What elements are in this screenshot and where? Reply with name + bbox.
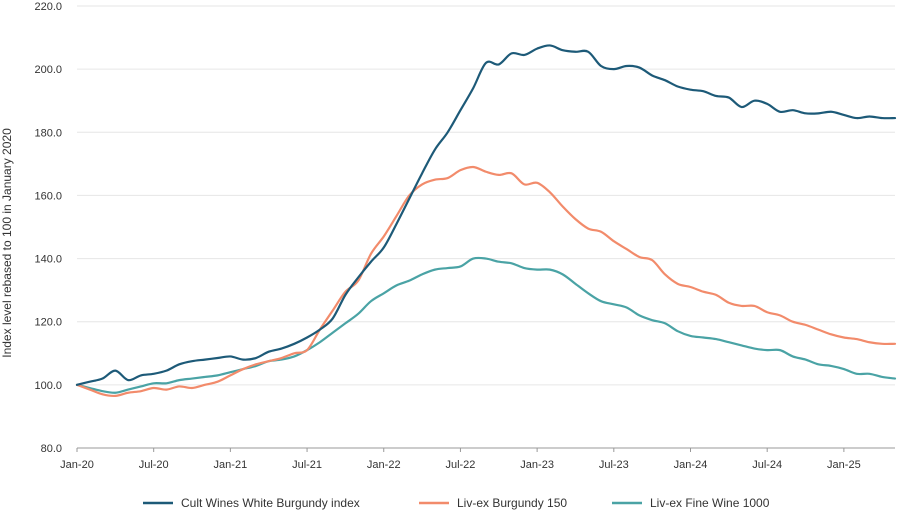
x-tick-label: Jul-21 (292, 459, 322, 471)
y-axis-title: Index level rebased to 100 in January 20… (0, 128, 14, 358)
y-tick-label: 140.0 (34, 254, 62, 266)
x-tick-label: Jan-21 (214, 459, 248, 471)
y-axis-ticks: 80.0 100.0 120.0 140.0 160.0 180.0 200.0 220.0 (34, 1, 62, 455)
series-lines (75, 44, 897, 398)
series-line-1 (75, 44, 897, 386)
x-tick-label: Jan-20 (60, 459, 94, 471)
x-tick-label: Jul-24 (752, 459, 782, 471)
y-tick-label: 100.0 (34, 380, 62, 392)
y-tick-label: 80.0 (41, 443, 62, 455)
x-tick-label: Jul-20 (139, 459, 169, 471)
legend: Cult Wines White Burgundy index Liv-ex Bu… (143, 496, 770, 510)
x-tick-label: Jul-22 (445, 459, 475, 471)
y-tick-label: 200.0 (34, 64, 62, 76)
x-tick-label: Jan-24 (674, 459, 708, 471)
y-tick-label: 180.0 (34, 127, 62, 139)
legend-label-2: Liv-ex Burgundy 150 (457, 496, 567, 510)
legend-label-1: Cult Wines White Burgundy index (181, 496, 360, 510)
y-tick-label: 120.0 (34, 317, 62, 329)
legend-label-3: Liv-ex Fine Wine 1000 (650, 496, 770, 510)
x-tick-label: Jul-23 (599, 459, 629, 471)
y-tick-label: 160.0 (34, 190, 62, 202)
series-line-3 (75, 256, 897, 394)
x-tick-label: Jan-23 (520, 459, 554, 471)
x-tick-label: Jan-22 (367, 459, 401, 471)
x-tick-label: Jan-25 (827, 459, 861, 471)
x-axis-ticks: Jan-20 Jul-20 Jan-21 Jul-21 Jan-22 Jul-22 Jan-… (60, 448, 861, 471)
y-tick-label: 220.0 (34, 1, 62, 13)
series-line-2 (75, 165, 897, 398)
